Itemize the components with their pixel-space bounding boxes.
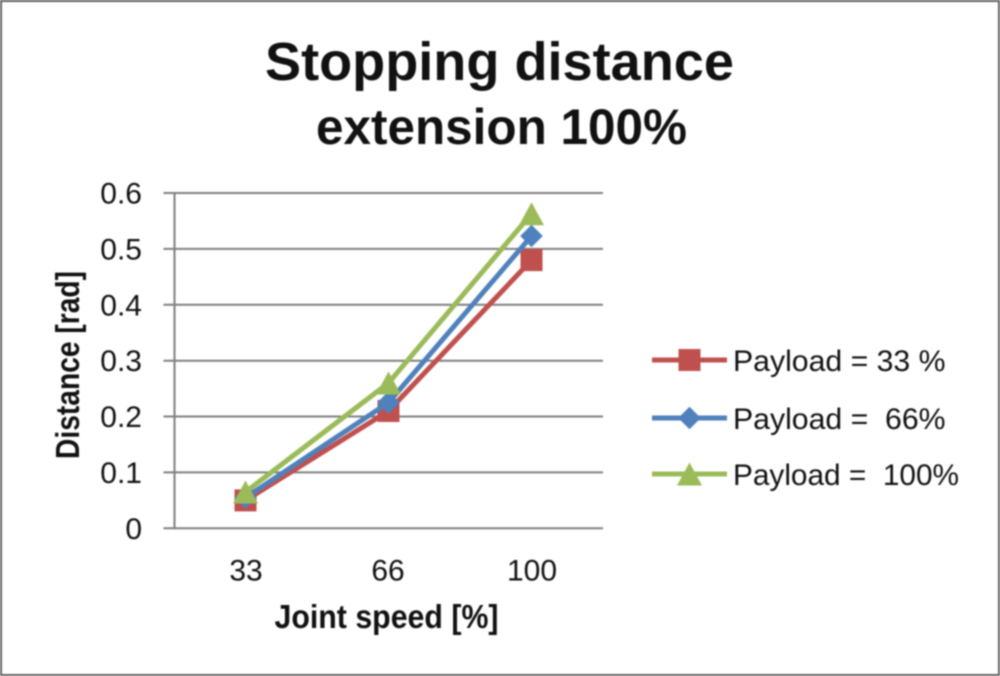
- svg-text:0.3: 0.3: [100, 345, 142, 378]
- svg-text:Payload = 33 %: Payload = 33 %: [733, 345, 946, 378]
- svg-text:Distance [rad]: Distance [rad]: [49, 271, 86, 459]
- svg-text:Stopping distance: Stopping distance: [265, 32, 734, 92]
- svg-text:Payload = 66%: Payload = 66%: [733, 403, 946, 436]
- svg-text:0.6: 0.6: [100, 178, 142, 211]
- svg-text:0.1: 0.1: [100, 457, 142, 490]
- svg-text:33: 33: [229, 555, 262, 588]
- svg-text:0: 0: [125, 513, 142, 546]
- svg-text:0.5: 0.5: [100, 233, 142, 266]
- svg-text:66: 66: [371, 555, 404, 588]
- svg-text:Joint speed [%]: Joint speed [%]: [275, 598, 499, 635]
- svg-text:Payload = 100%: Payload = 100%: [733, 459, 959, 492]
- svg-text:0.4: 0.4: [100, 289, 142, 322]
- svg-text:100: 100: [507, 555, 557, 588]
- svg-text:0.2: 0.2: [100, 401, 142, 434]
- svg-text:extension 100%: extension 100%: [316, 99, 687, 155]
